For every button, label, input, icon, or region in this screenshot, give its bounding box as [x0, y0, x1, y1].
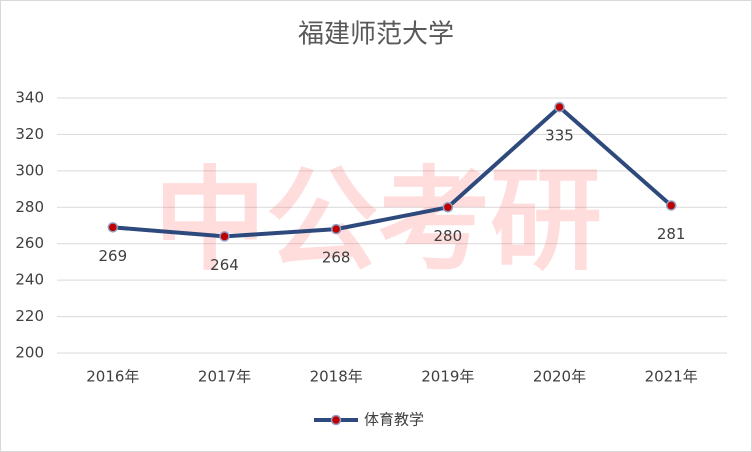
legend-label: 体育教学 [364, 411, 424, 429]
grid [57, 97, 727, 354]
point-marker [107, 222, 119, 233]
point-marker [442, 202, 454, 213]
x-tick-label: 2017年 [198, 368, 251, 386]
point-marker [665, 200, 677, 211]
chart-title: 福建师范大学 [298, 20, 454, 50]
y-tick-label: 200 [15, 344, 44, 362]
y-tick-label: 340 [15, 89, 44, 107]
y-tick-label: 220 [15, 307, 44, 325]
point-marker [554, 101, 565, 113]
data-label: 268 [322, 249, 351, 267]
data-label: 280 [434, 227, 463, 245]
y-tick-label: 280 [15, 198, 44, 216]
y-tick-label: 320 [15, 125, 44, 143]
x-tick-label: 2018年 [310, 368, 363, 386]
data-label: 281 [657, 225, 686, 243]
y-tick-label: 260 [15, 234, 44, 252]
data-label: 335 [545, 127, 574, 145]
x-tick-label: 2019年 [421, 368, 474, 386]
point-marker [330, 223, 342, 235]
series-line [112, 105, 673, 239]
data-label: 264 [210, 256, 239, 274]
x-tick-label: 2016年 [86, 368, 139, 386]
x-tick-label: 2020年 [533, 368, 586, 386]
y-tick-label: 240 [15, 271, 44, 289]
point-marker [219, 231, 230, 242]
data-label: 269 [99, 247, 128, 265]
legend-marker [330, 414, 342, 426]
y-tick-label: 300 [15, 161, 44, 179]
x-tick-label: 2021年 [645, 368, 698, 386]
